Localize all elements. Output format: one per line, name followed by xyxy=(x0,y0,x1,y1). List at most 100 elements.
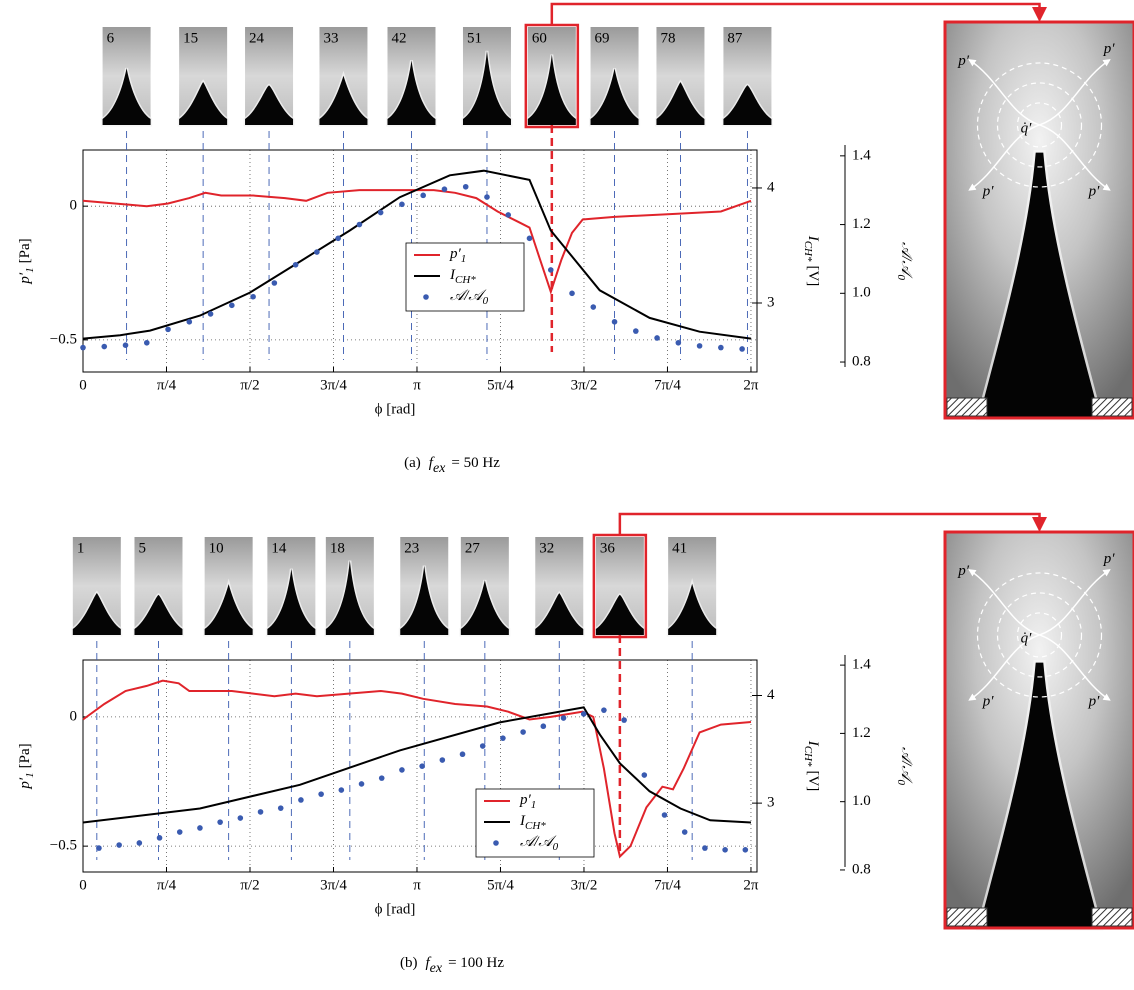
wave-arrow xyxy=(1039,569,1111,636)
wave-circle xyxy=(996,592,1083,678)
flame-body xyxy=(979,662,1100,928)
data-line xyxy=(82,706,752,824)
y3-tick-label: 1.0 xyxy=(852,793,871,809)
y-axis-label-subscript: 1 xyxy=(24,772,36,778)
caption-symbol: f xyxy=(429,455,435,471)
x-axis-label: ϕ [rad] xyxy=(375,401,416,417)
y3-axis-label: 𝒜/𝒜0 xyxy=(895,747,913,786)
thumbnail-flame xyxy=(319,75,368,125)
data-line xyxy=(82,169,752,340)
caption-prefix: (a) xyxy=(404,455,421,471)
frame-thumbnail: 78 xyxy=(654,27,706,127)
frame-thumbnail: 14 xyxy=(265,537,317,637)
data-point xyxy=(569,290,575,297)
frame-thumbnail: 5 xyxy=(132,537,184,637)
connector-arrow xyxy=(550,2,1047,25)
frame-number: 33 xyxy=(323,30,338,46)
data-point xyxy=(742,847,749,853)
frame-thumbnail: 10 xyxy=(203,537,255,637)
legend-label-subscript: 0 xyxy=(553,841,559,853)
data-point xyxy=(358,781,365,787)
thumbnail-flame xyxy=(267,568,316,635)
legend-label-subscript: CH* xyxy=(525,820,546,832)
y2-tick-label: 3 xyxy=(767,795,775,811)
x-tick-label: π xyxy=(413,377,421,393)
x-tick-label: 3π/4 xyxy=(320,877,347,893)
data-point xyxy=(520,729,526,735)
y2-axis-label-unit: [V] xyxy=(805,265,821,286)
data-point xyxy=(399,767,405,773)
burner-hatch xyxy=(1091,907,1133,927)
data-point xyxy=(136,840,143,846)
caption-subscript: ex xyxy=(430,961,443,976)
legend-label-subscript: 1 xyxy=(531,799,537,811)
x-tick-label: π xyxy=(413,877,421,893)
frame-number: 5 xyxy=(138,540,146,556)
y3-tick-label: 1.2 xyxy=(852,725,871,741)
data-point xyxy=(237,815,244,821)
frame-thumbnail: 69 xyxy=(589,27,641,127)
data-point xyxy=(696,343,703,349)
burner-hatch xyxy=(946,397,988,417)
data-point xyxy=(338,787,345,793)
y-axis-label-subscript: 1 xyxy=(24,267,36,273)
frame-number: 42 xyxy=(391,30,406,46)
thumbnail-flame xyxy=(179,81,228,125)
flame-image: p′ p′ p′ p′ q̇′ xyxy=(943,530,1134,931)
data-point xyxy=(722,847,728,853)
annotation: p′ xyxy=(1103,41,1116,57)
frame-number: 23 xyxy=(404,540,419,556)
data-point xyxy=(540,723,547,730)
y2-axis-label-subscript: CH* xyxy=(802,241,814,262)
annotation: p′ xyxy=(982,184,995,200)
burner-hatch xyxy=(1091,397,1133,417)
wave-arrow xyxy=(968,124,1040,191)
data-point xyxy=(378,775,385,781)
frame-number: 78 xyxy=(660,30,675,46)
legend-label-symbol: p′ xyxy=(449,246,462,262)
flame-image: p′ p′ p′ p′ q̇′ xyxy=(943,20,1134,421)
data-point xyxy=(739,346,745,352)
y-tick-label: 0 xyxy=(70,198,78,214)
data-point xyxy=(419,763,425,769)
frame-thumbnail: 32 xyxy=(533,537,585,637)
frame-thumbnail: 33 xyxy=(317,27,369,127)
caption: (a) fex = 50 Hz xyxy=(404,455,500,476)
legend-label-symbol: I xyxy=(519,813,526,829)
frame-number: 32 xyxy=(539,540,554,556)
legend-label-symbol: 𝒜/𝒜 xyxy=(520,834,557,850)
legend-label: 𝒜/𝒜0 xyxy=(450,288,489,306)
data-point xyxy=(116,842,122,848)
y-axis-label-unit: [Pa] xyxy=(17,238,33,263)
caption-subscript: ex xyxy=(433,461,446,476)
thumbnail-flame xyxy=(102,68,151,125)
legend-label-symbol: I xyxy=(449,267,456,283)
annotation: q̇′ xyxy=(1021,630,1033,646)
caption: (b) fex = 100 Hz xyxy=(400,955,504,976)
y3-axis-label: 𝒜/𝒜0 xyxy=(895,242,913,281)
frame-number: 27 xyxy=(465,540,481,556)
y-axis-label-symbol: p′ xyxy=(17,272,33,285)
y2-axis-label-unit: [V] xyxy=(805,770,821,791)
caption-rest: = 50 Hz xyxy=(451,455,500,471)
annotation: p′ xyxy=(957,53,970,69)
data-point xyxy=(80,344,86,351)
thumbnail-flame xyxy=(204,584,253,635)
legend-label-symbol: p′ xyxy=(519,792,532,808)
thumbnail-flame xyxy=(590,68,639,125)
x-tick-label: 7π/4 xyxy=(654,877,681,893)
thumbnail-flame xyxy=(460,580,509,635)
y-axis-label-symbol: p′ xyxy=(17,777,33,790)
frame-thumbnail: 36 xyxy=(592,533,648,639)
annotation: p′ xyxy=(1088,184,1101,200)
x-tick-label: π/4 xyxy=(157,377,177,393)
frame-thumbnail: 18 xyxy=(324,537,376,637)
frame-number: 69 xyxy=(595,30,610,46)
x-tick-label: 5π/4 xyxy=(487,377,514,393)
wave-circle xyxy=(976,62,1103,188)
annotation: q̇′ xyxy=(1021,120,1033,136)
legend-label-subscript: 1 xyxy=(461,253,467,265)
